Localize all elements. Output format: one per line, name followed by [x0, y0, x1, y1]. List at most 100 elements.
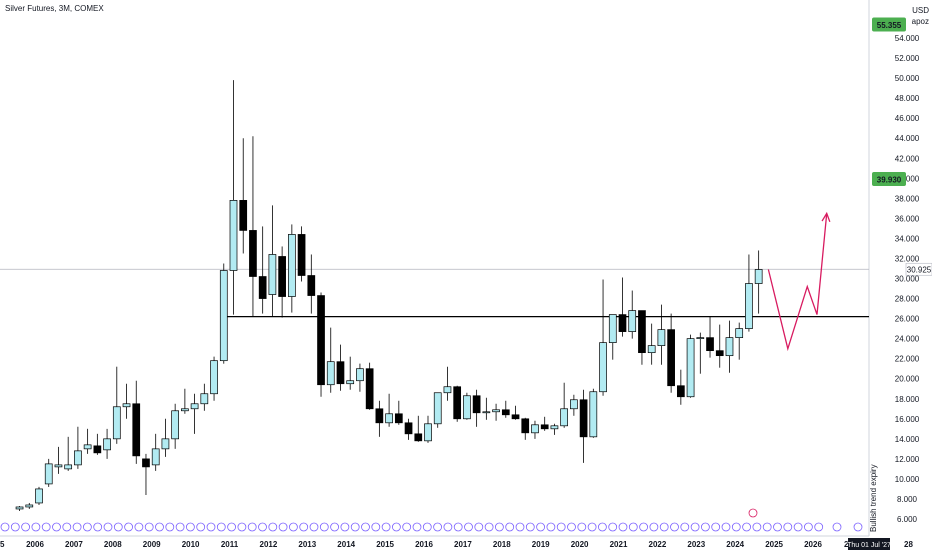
y-tick-label: 10.000: [895, 475, 920, 484]
candle-down: [676, 385, 685, 398]
candle-up: [190, 403, 199, 410]
event-marker: [165, 522, 175, 532]
currency-unit: apoz: [911, 17, 929, 26]
last-price-badge: 30.925: [907, 265, 932, 274]
event-marker: [649, 522, 659, 532]
price-badge-mid-bg: [872, 172, 906, 187]
candle-down: [375, 408, 384, 424]
candle-up: [433, 392, 442, 425]
event-marker: [340, 522, 350, 532]
candle-up: [424, 423, 432, 442]
x-tick-label: 2006: [26, 540, 44, 549]
event-marker: [422, 522, 432, 532]
candle-down: [317, 295, 325, 386]
event-marker: [237, 522, 247, 532]
last-price-badge-bg: [905, 262, 932, 276]
event-marker: [515, 522, 525, 532]
event-marker: [216, 522, 226, 532]
candle-up: [44, 463, 53, 485]
event-marker: [83, 522, 92, 532]
y-tick-label: 54.000: [895, 34, 920, 43]
event-marker: [721, 522, 731, 532]
event-marker: [762, 522, 772, 532]
candle-up: [628, 310, 637, 332]
x-tick-label: 2020: [571, 540, 589, 549]
candle-down: [307, 275, 316, 296]
x-tick-label: 2016: [415, 540, 433, 549]
event-marker: [505, 522, 515, 532]
projection-arrowhead: [821, 211, 831, 223]
y-tick-label: 6.000: [897, 515, 918, 524]
event-marker: [206, 522, 216, 532]
event-marker: [103, 522, 113, 532]
event-marker: [701, 522, 710, 532]
y-tick-label: 16.000: [895, 415, 920, 424]
candle-down: [394, 413, 403, 424]
candle-down: [453, 386, 462, 420]
event-marker: [690, 522, 700, 532]
event-marker: [525, 522, 535, 532]
candle-up: [754, 269, 763, 284]
x-tick-label: 2014: [337, 540, 355, 549]
candle-down: [706, 337, 714, 352]
candle-up: [482, 411, 491, 414]
candle-down: [258, 276, 267, 299]
event-marker: [598, 522, 607, 532]
candle-up: [745, 283, 753, 329]
event-marker: [628, 522, 638, 532]
event-marker: [659, 522, 669, 532]
candle-down: [414, 433, 423, 442]
candle-up: [54, 464, 63, 468]
candle-up: [647, 345, 656, 354]
y-tick-label: 14.000: [895, 435, 920, 444]
candle-down: [521, 418, 530, 434]
candle-up: [657, 329, 666, 347]
event-marker: [10, 522, 20, 532]
x-tick-label: 2023: [687, 540, 705, 549]
y-tick-label: 48.000: [895, 94, 920, 103]
event-marker: [433, 522, 443, 532]
x-tick-label: 2013: [298, 540, 316, 549]
event-marker: [608, 522, 618, 532]
event-marker: [21, 522, 31, 532]
candle-up: [346, 380, 355, 385]
candle-up: [589, 391, 598, 438]
event-marker: [853, 522, 863, 532]
x-tick-label: 2022: [649, 540, 667, 549]
event-marker: [731, 522, 741, 532]
event-marker: [752, 522, 762, 532]
event-marker: [309, 522, 319, 532]
candle-up: [385, 413, 393, 424]
trend-expiry-label: Bullish trend expiry: [869, 464, 878, 532]
candle-down: [511, 414, 520, 420]
y-tick-label: 46.000: [895, 114, 920, 123]
candle-up: [229, 200, 238, 271]
candle-down: [297, 234, 306, 276]
event-marker: [391, 522, 401, 532]
event-marker: [556, 522, 566, 532]
candle-down: [715, 350, 724, 357]
x-tick-label: 2008: [104, 540, 122, 549]
y-tick-label: 36.000: [895, 214, 920, 223]
candle-up: [696, 337, 705, 339]
event-marker: [381, 522, 391, 532]
candle-up: [531, 424, 539, 434]
x-tick-label: 2017: [454, 540, 472, 549]
currency-label[interactable]: USD apoz: [912, 5, 929, 27]
y-tick-label: 28.000: [895, 295, 920, 304]
candle-up: [608, 314, 617, 343]
y-tick-label: 24.000: [895, 335, 920, 344]
event-marker: [278, 522, 288, 532]
x-tick-label: 2018: [493, 540, 511, 549]
event-marker: [453, 522, 463, 532]
y-tick-label: 34.000: [895, 234, 920, 243]
x-tick-label: 2009: [143, 540, 161, 549]
candle-up: [492, 409, 500, 413]
event-marker: [52, 522, 61, 532]
candle-up: [161, 438, 170, 450]
event-marker: [247, 522, 257, 532]
candle-up: [112, 406, 121, 440]
y-tick-label: 40.000: [895, 174, 920, 183]
